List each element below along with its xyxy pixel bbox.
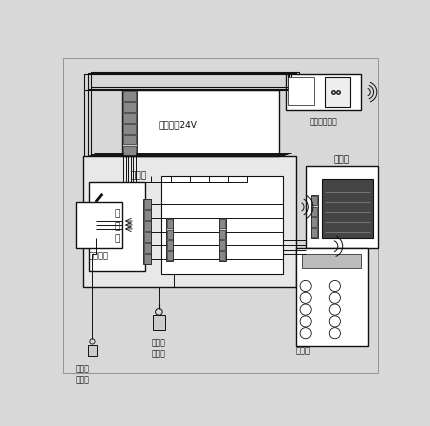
Bar: [326, 78, 350, 107]
Bar: [144, 210, 151, 220]
Bar: [144, 232, 151, 242]
Text: 驱
动
器: 驱 动 器: [114, 210, 120, 244]
Bar: [167, 240, 173, 250]
Text: 第二限
位开关: 第二限 位开关: [76, 364, 89, 385]
Text: 无线遥控插座: 无线遥控插座: [310, 117, 338, 126]
Bar: [143, 199, 151, 264]
Bar: [76, 202, 122, 248]
Bar: [219, 230, 225, 239]
Bar: [123, 113, 136, 123]
Bar: [144, 221, 151, 231]
Text: 电源输出24V: 电源输出24V: [158, 121, 197, 130]
Bar: [311, 217, 317, 227]
Bar: [161, 176, 283, 274]
Bar: [89, 182, 145, 271]
Bar: [144, 243, 151, 253]
Bar: [167, 230, 173, 239]
Bar: [311, 228, 317, 237]
Bar: [166, 219, 173, 261]
Bar: [123, 91, 136, 101]
Bar: [144, 254, 151, 264]
Bar: [123, 124, 136, 134]
Bar: [310, 196, 318, 238]
Bar: [122, 90, 137, 156]
Bar: [311, 196, 317, 205]
Text: 控制器: 控制器: [130, 171, 147, 180]
Text: 发射器: 发射器: [334, 155, 350, 164]
Text: 遥控器: 遥控器: [296, 347, 311, 356]
Bar: [296, 248, 368, 346]
Bar: [167, 251, 173, 260]
Bar: [311, 207, 317, 216]
Bar: [144, 199, 151, 209]
Bar: [219, 219, 225, 228]
Bar: [88, 345, 97, 356]
Bar: [123, 102, 136, 112]
Bar: [123, 135, 136, 144]
Bar: [302, 254, 362, 268]
Bar: [219, 251, 225, 260]
Bar: [83, 156, 296, 287]
Bar: [122, 90, 280, 156]
Bar: [123, 146, 136, 155]
Bar: [306, 166, 378, 248]
Text: 步进电机: 步进电机: [89, 252, 109, 261]
Bar: [288, 78, 314, 105]
Bar: [153, 315, 165, 330]
Bar: [322, 179, 373, 238]
Bar: [219, 219, 226, 261]
Bar: [167, 219, 173, 228]
Bar: [286, 74, 362, 110]
Bar: [219, 240, 225, 250]
Text: 第一限
位开关: 第一限 位开关: [152, 338, 166, 358]
